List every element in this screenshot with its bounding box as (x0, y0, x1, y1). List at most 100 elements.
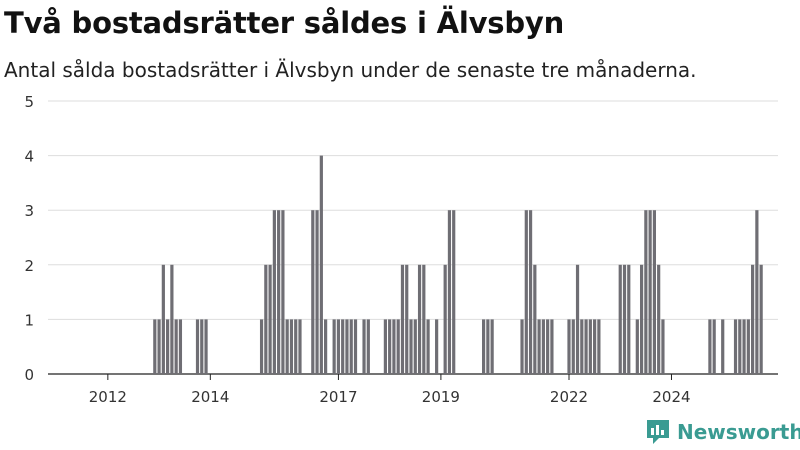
data-labels: 2 (763, 85, 777, 92)
bar (524, 210, 528, 374)
bar (174, 319, 178, 374)
bar (298, 319, 302, 374)
bar (618, 264, 622, 374)
gridlines (48, 100, 778, 375)
bar (413, 319, 417, 374)
bar (721, 319, 725, 374)
bar (546, 319, 550, 374)
bar (294, 319, 298, 374)
bar (571, 319, 575, 374)
x-tick-label: 2017 (319, 388, 357, 406)
bar (580, 319, 584, 374)
bar (597, 319, 601, 374)
bar (285, 319, 289, 374)
bar (648, 210, 652, 374)
bar (712, 319, 716, 374)
bar (383, 319, 387, 374)
bar (528, 210, 533, 374)
bar (259, 319, 264, 374)
bar (277, 210, 281, 374)
bar (588, 319, 592, 374)
bar (746, 319, 750, 374)
bar (567, 319, 571, 374)
bar (644, 210, 648, 374)
bar (166, 319, 170, 374)
bar (315, 210, 319, 374)
chart-title: Två bostadsrätter såldes i Älvsbyn (4, 6, 565, 40)
bar (635, 319, 639, 374)
bar (520, 319, 524, 374)
bar (575, 264, 580, 374)
bar (324, 319, 328, 374)
bar (422, 264, 426, 374)
bar (426, 319, 430, 374)
bar (537, 319, 541, 374)
bar (447, 210, 452, 374)
bar (345, 319, 349, 374)
bar (435, 319, 439, 374)
bar (733, 319, 738, 374)
bars (153, 155, 763, 374)
bar (392, 319, 396, 374)
newsworthy-logo-text: Newsworthy (677, 420, 800, 444)
bar (584, 319, 588, 374)
bar (353, 319, 358, 374)
chart-subtitle: Antal sålda bostadsrätter i Älvsbyn unde… (4, 58, 697, 82)
bar (593, 319, 597, 374)
bar (409, 319, 413, 374)
y-tick-label: 1 (24, 311, 34, 329)
x-tick-label: 2019 (422, 388, 460, 406)
y-tick-label: 4 (24, 148, 34, 166)
bar (533, 264, 537, 374)
bar (268, 264, 272, 374)
bar (742, 319, 746, 374)
y-tick-label: 2 (24, 257, 34, 275)
bar (400, 264, 405, 374)
bar (272, 210, 276, 374)
x-tick-label: 2012 (89, 388, 127, 406)
bar (362, 319, 366, 374)
bar (341, 319, 345, 374)
bar (264, 264, 268, 374)
bar-chart: 0 1 2 3 4 5 2012 2014 2017 2019 2022 2024 2 (24, 85, 778, 406)
bar (170, 264, 174, 374)
x-tick-label: 2022 (550, 388, 588, 406)
bar (281, 210, 285, 374)
bar (652, 210, 656, 374)
bar (622, 264, 627, 374)
bar (486, 319, 490, 374)
bar (708, 319, 712, 374)
bar (755, 210, 759, 374)
y-axis: 0 1 2 3 4 5 (24, 93, 34, 384)
bar (388, 319, 392, 374)
bar (452, 210, 456, 374)
bar (319, 155, 323, 374)
newsworthy-logo[interactable]: Newsworthy (645, 418, 800, 446)
bar (204, 319, 208, 374)
y-tick-label: 5 (24, 93, 34, 111)
bar (751, 264, 755, 374)
bar (349, 319, 353, 374)
bar (657, 264, 661, 374)
bar (639, 264, 644, 374)
bar (396, 319, 400, 374)
bar (627, 264, 631, 374)
bar (550, 319, 554, 374)
bar (195, 319, 200, 374)
bar (490, 319, 494, 374)
x-axis: 2012 2014 2017 2019 2022 2024 (89, 374, 691, 406)
bar (161, 264, 165, 374)
y-tick-label: 3 (24, 202, 34, 220)
x-tick-label: 2014 (191, 388, 229, 406)
newsworthy-logo-icon (647, 420, 669, 444)
bar (405, 264, 409, 374)
bar (332, 319, 336, 374)
bar (200, 319, 204, 374)
bar (311, 210, 315, 374)
bar (541, 319, 545, 374)
bar (366, 319, 370, 374)
y-tick-label: 0 (24, 366, 34, 384)
bar (482, 319, 486, 374)
data-label: 2 (764, 85, 775, 90)
bar (661, 319, 665, 374)
